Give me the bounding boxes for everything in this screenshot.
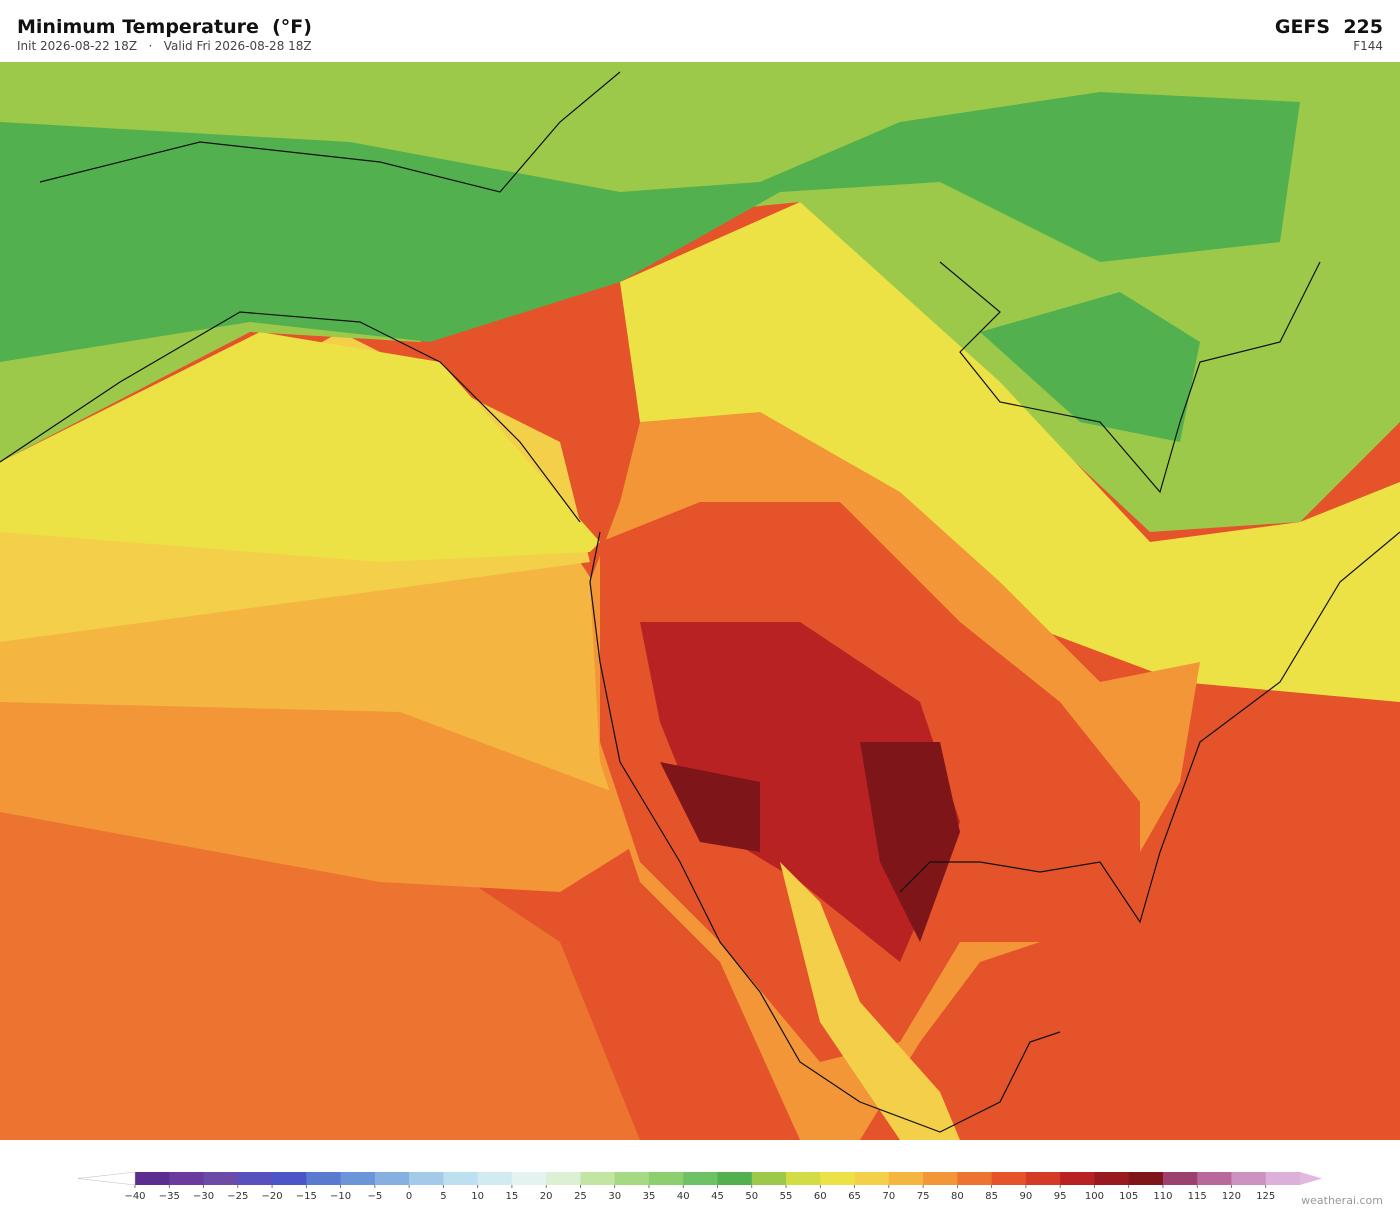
colorbar-tick-label: 115	[1188, 1191, 1207, 1202]
colorbar-tick-label: 90	[1020, 1191, 1033, 1202]
colorbar-tick-label: −35	[159, 1191, 180, 1202]
colorbar-tick-label: −5	[367, 1191, 382, 1202]
colorbar-segment	[237, 1172, 273, 1185]
colorbar-segment	[820, 1172, 856, 1185]
colorbar-segment	[854, 1172, 890, 1185]
colorbar-tick-label: 0	[406, 1191, 412, 1202]
colorbar-tick-label: 70	[882, 1191, 895, 1202]
colorbar-segment	[1197, 1172, 1232, 1185]
colorbar-tick-label: 105	[1119, 1191, 1138, 1202]
colorbar-segment	[409, 1172, 444, 1185]
colorbar-tick-label: 85	[985, 1191, 998, 1202]
map	[0, 62, 1400, 1140]
colorbar-segment	[751, 1172, 787, 1185]
watermark: weatherai.com	[1301, 1194, 1383, 1207]
colorbar-tick-label: 120	[1222, 1191, 1241, 1202]
colorbar-segment	[272, 1172, 307, 1185]
colorbar-segment	[888, 1172, 924, 1185]
colorbar-segment	[1162, 1172, 1198, 1185]
colorbar-segment	[1231, 1172, 1267, 1185]
colorbar-tick-label: 110	[1153, 1191, 1172, 1202]
colorbar-segment	[306, 1172, 342, 1185]
colorbar-tick-label: 5	[440, 1191, 446, 1202]
colorbar-tick-label: −30	[193, 1191, 214, 1202]
colorbar-segment	[1025, 1172, 1061, 1185]
colorbar-tick-label: −20	[262, 1191, 283, 1202]
model: GEFS 225	[1274, 16, 1383, 38]
forecast-hour: F144	[1353, 39, 1383, 53]
colorbar-tick-label: 60	[814, 1191, 827, 1202]
colorbar-segment	[511, 1172, 547, 1185]
colorbar-tick-label: 45	[711, 1191, 724, 1202]
colorbar-tick-label: −40	[124, 1191, 145, 1202]
colorbar-segment	[443, 1172, 479, 1185]
subtitle: Init 2026-08-22 18Z · Valid Fri 2026-08-…	[17, 39, 312, 53]
colorbar-tick-label: 55	[780, 1191, 793, 1202]
colorbar-segment	[340, 1172, 376, 1185]
colorbar-tick-label: 100	[1085, 1191, 1104, 1202]
colorbar-segment	[135, 1172, 170, 1185]
colorbar-tick-label: 95	[1054, 1191, 1067, 1202]
colorbar-segment	[1265, 1172, 1301, 1185]
colorbar-tick-label: 75	[917, 1191, 930, 1202]
colorbar-tick-label: −25	[227, 1191, 248, 1202]
colorbar-segment	[477, 1172, 513, 1185]
colorbar-tick-label: 40	[677, 1191, 690, 1202]
colorbar: −40 −35 −30 −25 −20 −15 −10 −5 0 5 10 15 20 25 30 35 40 4…	[77, 1171, 1322, 1202]
colorbar-segment	[991, 1172, 1027, 1185]
colorbar-segment	[717, 1172, 753, 1185]
colorbar-segment	[169, 1172, 205, 1185]
colorbar-tick-label: 15	[506, 1191, 519, 1202]
colorbar-segment	[546, 1172, 581, 1185]
colorbar-segment	[648, 1172, 684, 1185]
colorbar-segment	[1094, 1172, 1130, 1185]
colorbar-segment	[683, 1172, 718, 1185]
colorbar-segment	[580, 1172, 616, 1185]
colorbar-segment	[614, 1172, 650, 1185]
colorbar-tick-label: 35	[643, 1191, 656, 1202]
colorbar-under	[77, 1171, 136, 1186]
colorbar-segment	[957, 1172, 993, 1185]
colorbar-segment	[374, 1172, 410, 1185]
colorbar-tick-label: 30	[608, 1191, 621, 1202]
colorbar-segment	[923, 1172, 958, 1185]
colorbar-tick-label: 50	[745, 1191, 758, 1202]
colorbar-tick-label: 80	[951, 1191, 964, 1202]
colorbar-tick-label: 125	[1256, 1191, 1275, 1202]
colorbar-tick-label: 25	[574, 1191, 587, 1202]
colorbar-segment	[1060, 1172, 1095, 1185]
colorbar-tick-label: 20	[540, 1191, 553, 1202]
colorbar-tick-label: 10	[471, 1191, 484, 1202]
colorbar-tick-label: −10	[330, 1191, 351, 1202]
colorbar-over	[1300, 1172, 1322, 1185]
title: Minimum Temperature (°F)	[17, 16, 312, 38]
colorbar-tick-label: −15	[296, 1191, 317, 1202]
colorbar-tick-label: 65	[848, 1191, 861, 1202]
colorbar-segment	[203, 1172, 239, 1185]
colorbar-segment	[1128, 1172, 1164, 1185]
colorbar-segment	[786, 1172, 821, 1185]
